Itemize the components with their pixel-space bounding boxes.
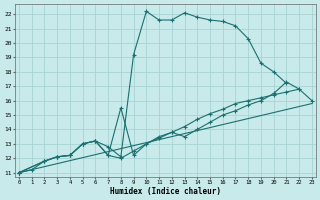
X-axis label: Humidex (Indice chaleur): Humidex (Indice chaleur) xyxy=(110,187,221,196)
